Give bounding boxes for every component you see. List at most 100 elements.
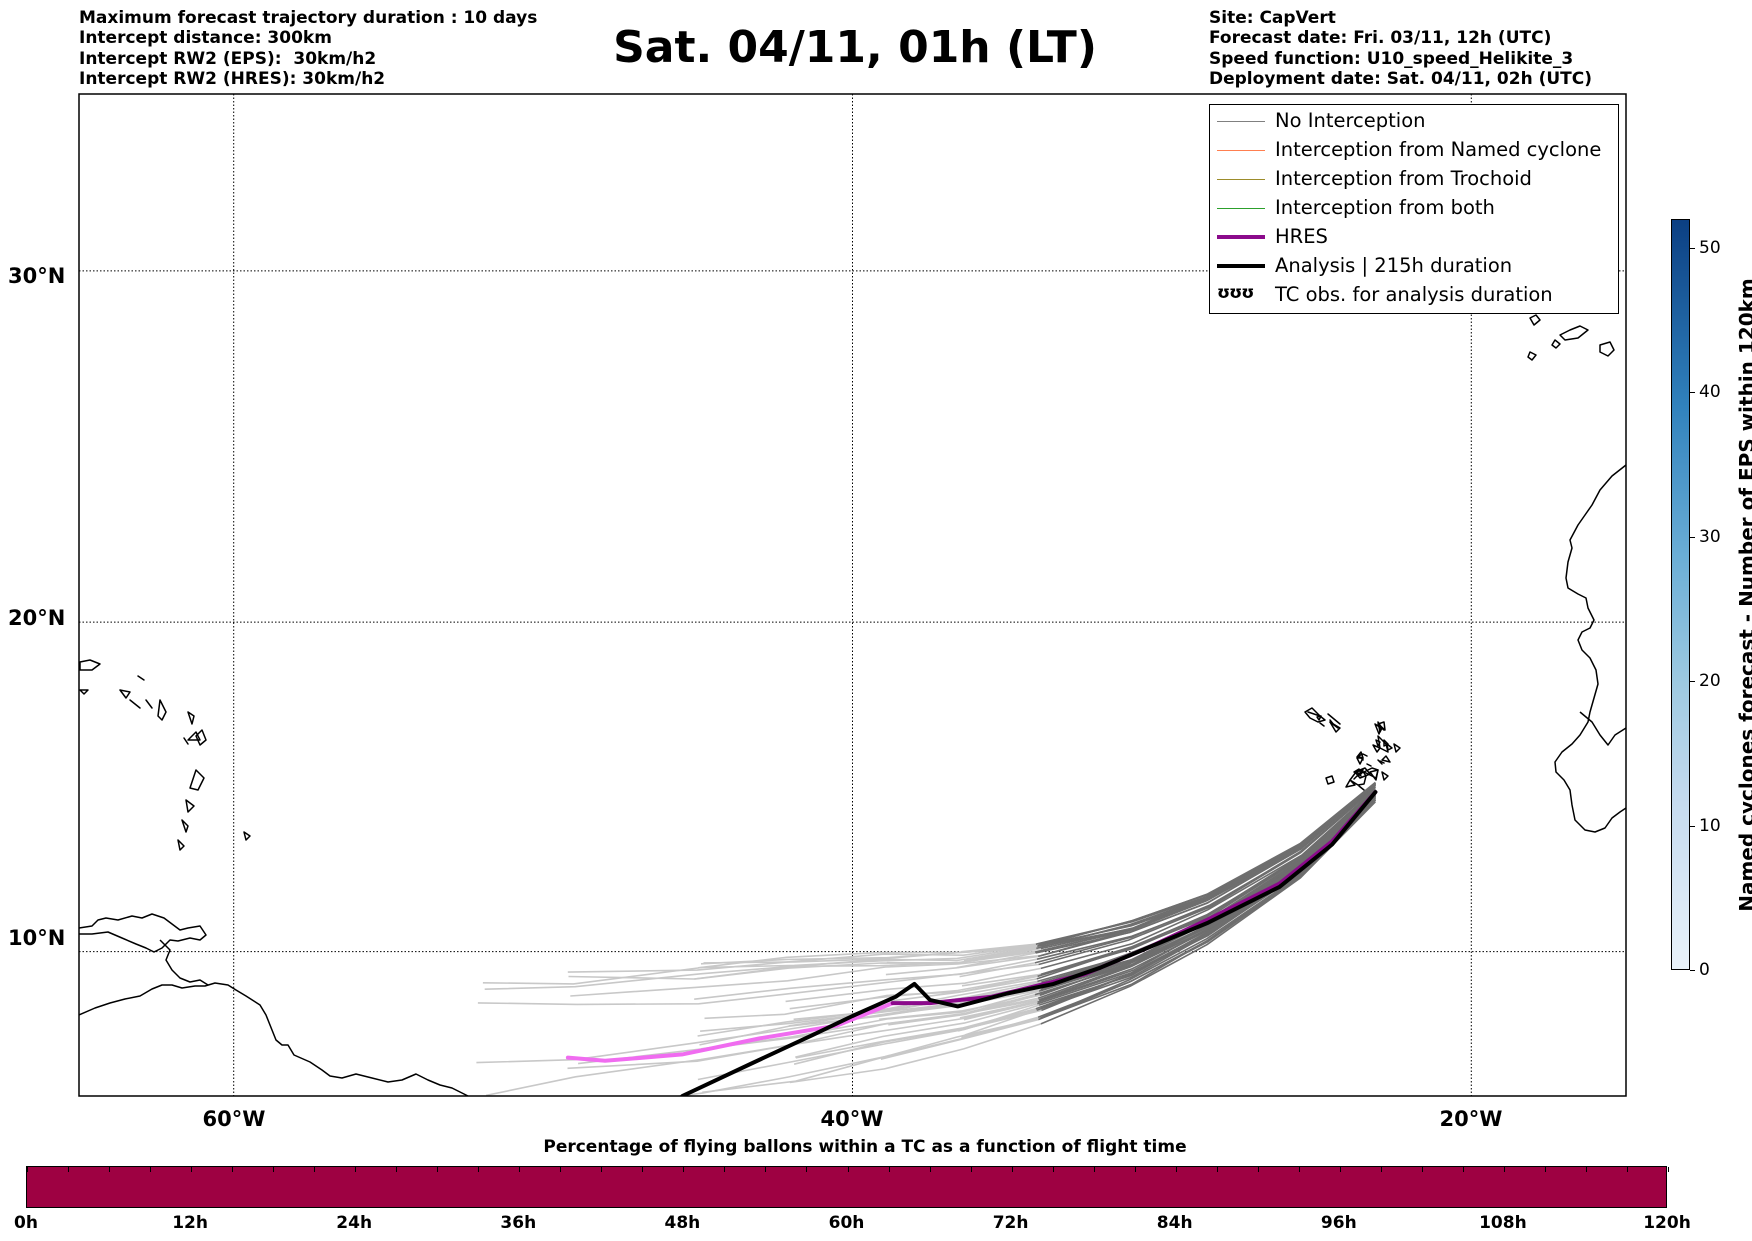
colorbar-vertical-tick-label: 30 (1699, 526, 1721, 547)
header-right: Site: CapVert Forecast date: Fri. 03/11,… (1209, 8, 1592, 89)
coastline-segment (1316, 715, 1322, 721)
ensemble-trajectory (1037, 791, 1376, 983)
coastline-segment (1559, 325, 1589, 341)
colorbar-horizontal-minor-tick (1544, 1167, 1546, 1172)
colorbar-horizontal-minor-tick (1380, 1167, 1382, 1172)
legend-label: Interception from both (1275, 196, 1495, 219)
ensemble-trajectory (789, 974, 1040, 1010)
header-right-line-4: Deployment date: Sat. 04/11, 02h (UTC) (1209, 68, 1593, 89)
lon-label-60w: 60°W (202, 1107, 266, 1131)
tc-symbol-icon: ʊʊʊ (1217, 283, 1254, 303)
legend-item-tc-obs: ʊʊʊ TC obs. for analysis duration (1210, 281, 1618, 310)
coastline-segment (1362, 753, 1368, 757)
colorbar-horizontal-minor-tick (232, 1167, 234, 1172)
colorbar-horizontal-minor-tick (109, 1167, 111, 1172)
legend-item-named-cyclone: Interception from Named cyclone (1210, 136, 1618, 165)
coastline-segment (1319, 722, 1325, 727)
coastline-segment (187, 711, 195, 725)
header-right-line-2: Forecast date: Fri. 03/11, 12h (UTC) (1209, 28, 1552, 49)
coastline-segment (1381, 771, 1389, 781)
coastline-segment (79, 982, 469, 1096)
colorbar-horizontal-minor-tick (601, 1167, 603, 1172)
colorbar-horizontal-minor-tick (1175, 1167, 1177, 1172)
lat-label-10n: 10°N (8, 926, 66, 950)
coastline-segment (79, 659, 101, 671)
colorbar-horizontal-minor-tick (27, 1167, 28, 1172)
analysis-track (680, 790, 1378, 1096)
coastline-segment (1356, 771, 1362, 777)
coastline-segment (187, 731, 201, 741)
coastline-segment (1386, 743, 1393, 751)
coastline-segment (79, 689, 89, 695)
header-left-line-3: Intercept RW2 (EPS): 30km/h2 (79, 48, 377, 69)
coastline-segment (1377, 735, 1389, 753)
ensemble-trajectory (482, 945, 1039, 985)
ensemble-trajectory (1040, 801, 1376, 1025)
legend-item-no-interception: No Interception (1210, 107, 1618, 136)
colorbar-horizontal-minor-tick (1052, 1167, 1054, 1172)
ensemble-trajectory (697, 1004, 1040, 1081)
coastline-segment (177, 839, 185, 851)
colorbar-horizontal-tick-label: 96h (1320, 1213, 1357, 1233)
ensemble-trajectory (1036, 791, 1376, 988)
colorbar-vertical-tick-label: 10 (1699, 815, 1721, 836)
ensemble-trajectory (704, 978, 1037, 1020)
colorbar-vertical-tick-label: 40 (1699, 382, 1721, 403)
coastline-segment (1527, 351, 1537, 361)
hres-track-tail (565, 1001, 895, 1063)
ensemble-trajectory (885, 955, 1039, 976)
colorbar-vertical-tick (1690, 247, 1695, 249)
ensemble-trajectory (785, 967, 1042, 1003)
colorbar-horizontal-tick-label: 72h (992, 1213, 1029, 1233)
colorbar-horizontal-tick-label: 108h (1479, 1213, 1527, 1233)
coastline-segment (1579, 711, 1626, 746)
colorbar-vertical-tick (1690, 970, 1695, 971)
ensemble-trajectory (961, 973, 1042, 987)
colorbar-horizontal-minor-tick (1093, 1167, 1095, 1172)
colorbar-horizontal-title: Percentage of flying ballons within a TC… (543, 1137, 1187, 1157)
colorbar-vertical-tick (1690, 681, 1695, 683)
header-right-line-1: Site: CapVert (1209, 8, 1336, 28)
colorbar-horizontal-minor-tick (478, 1167, 480, 1172)
ensemble-trajectory (1037, 783, 1376, 947)
colorbar-vertical-tick-label: 20 (1699, 671, 1721, 692)
coastline-segment (1369, 769, 1379, 781)
colorbar-horizontal-minor-tick (847, 1167, 849, 1172)
coastline-segment (181, 819, 189, 833)
coastline-segment (119, 689, 131, 699)
main-tracks (565, 790, 1378, 1096)
coastline-segment (195, 729, 207, 746)
legend-item-analysis: Analysis | 215h duration (1210, 252, 1618, 281)
legend-item-both: Interception from both (1210, 194, 1618, 223)
colorbar-horizontal-minor-tick (1216, 1167, 1218, 1172)
ensemble-trajectory (795, 1003, 1038, 1058)
legend-label: Interception from Trochoid (1275, 167, 1532, 190)
colorbar-horizontal-minor-tick (1585, 1167, 1587, 1172)
colorbar-horizontal-minor-tick (437, 1167, 439, 1172)
colorbar-horizontal-tick-label: 60h (828, 1213, 865, 1233)
header-left-line-2: Intercept distance: 300km (79, 28, 332, 49)
coastline-segment (1554, 464, 1626, 833)
colorbar-horizontal-minor-tick (68, 1167, 70, 1172)
colorbar-horizontal-minor-tick (1421, 1167, 1423, 1172)
ensemble-trajectory (879, 975, 1038, 1004)
legend-label: No Interception (1275, 109, 1426, 132)
colorbar-horizontal-minor-tick (724, 1167, 726, 1172)
coastlines (79, 314, 1626, 1096)
coastline-segment (1374, 723, 1382, 735)
colorbar-vertical-tick (1690, 392, 1695, 394)
coastline-segment (1599, 341, 1615, 357)
colorbar-horizontal-minor-tick (1134, 1167, 1136, 1172)
ensemble-trajectory (1039, 791, 1376, 987)
lon-label-40w: 40°W (820, 1107, 884, 1131)
colorbar-horizontal-minor-tick (191, 1167, 193, 1172)
header-left: Maximum forecast trajectory duration : 1… (79, 8, 537, 89)
ensemble-trajectory (888, 994, 1040, 1026)
ensemble-trajectory (963, 1001, 1038, 1021)
colorbar-horizontal-minor-tick (1626, 1167, 1628, 1172)
coastline-segment (1366, 763, 1372, 767)
ensemble-trajectory (674, 1017, 1041, 1096)
colorbar-horizontal-minor-tick (1503, 1167, 1505, 1172)
colorbar-vertical-label: Named cyclones forecast - Number of EPS … (1735, 278, 1752, 912)
